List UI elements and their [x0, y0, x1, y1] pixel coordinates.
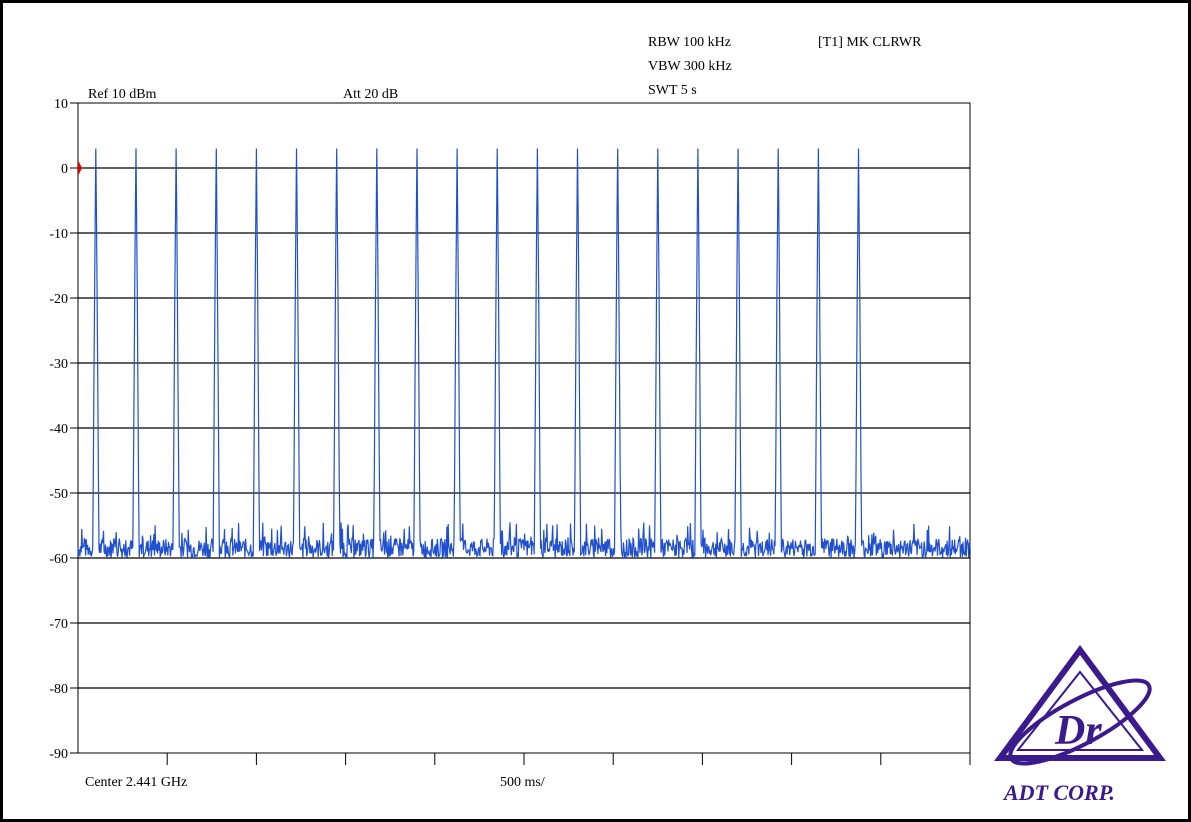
- adt-logo: Dr ADT CORP.: [994, 644, 1166, 805]
- y-tick-label: -60: [49, 552, 68, 567]
- y-tick-label: 10: [54, 97, 68, 112]
- y-axis: 10 0 -10 -20 -30 -40 -50 -60 -70 -80 -90: [49, 97, 78, 762]
- x-axis-ticks: [166, 753, 971, 765]
- y-tick-label: -20: [49, 292, 68, 307]
- trace-line: [77, 148, 971, 560]
- logo-mark: Dr: [1054, 708, 1102, 754]
- y-tick-label: -70: [49, 617, 68, 632]
- ref-level-label: Ref 10 dBm: [88, 87, 157, 102]
- vbw-label: VBW 300 kHz: [648, 59, 732, 74]
- y-tick-label: -10: [49, 227, 68, 242]
- swt-label: SWT 5 s: [648, 83, 697, 98]
- y-tick-label: -50: [49, 487, 68, 502]
- y-tick-label: -30: [49, 357, 68, 372]
- sweep-per-div-label: 500 ms/: [500, 775, 545, 790]
- y-tick-label: -80: [49, 682, 68, 697]
- rbw-label: RBW 100 kHz: [648, 35, 731, 50]
- marker-label: [T1] MK CLRWR: [818, 35, 922, 50]
- y-tick-label: 0: [61, 162, 68, 177]
- ref-level-marker: [78, 160, 82, 176]
- y-tick-label: -40: [49, 422, 68, 437]
- y-tick-label: -90: [49, 747, 68, 762]
- grid-lines: [78, 167, 970, 689]
- logo-company-name: ADT CORP.: [1002, 780, 1115, 805]
- center-frequency-label: Center 2.441 GHz: [85, 775, 187, 790]
- attenuation-label: Att 20 dB: [343, 87, 398, 102]
